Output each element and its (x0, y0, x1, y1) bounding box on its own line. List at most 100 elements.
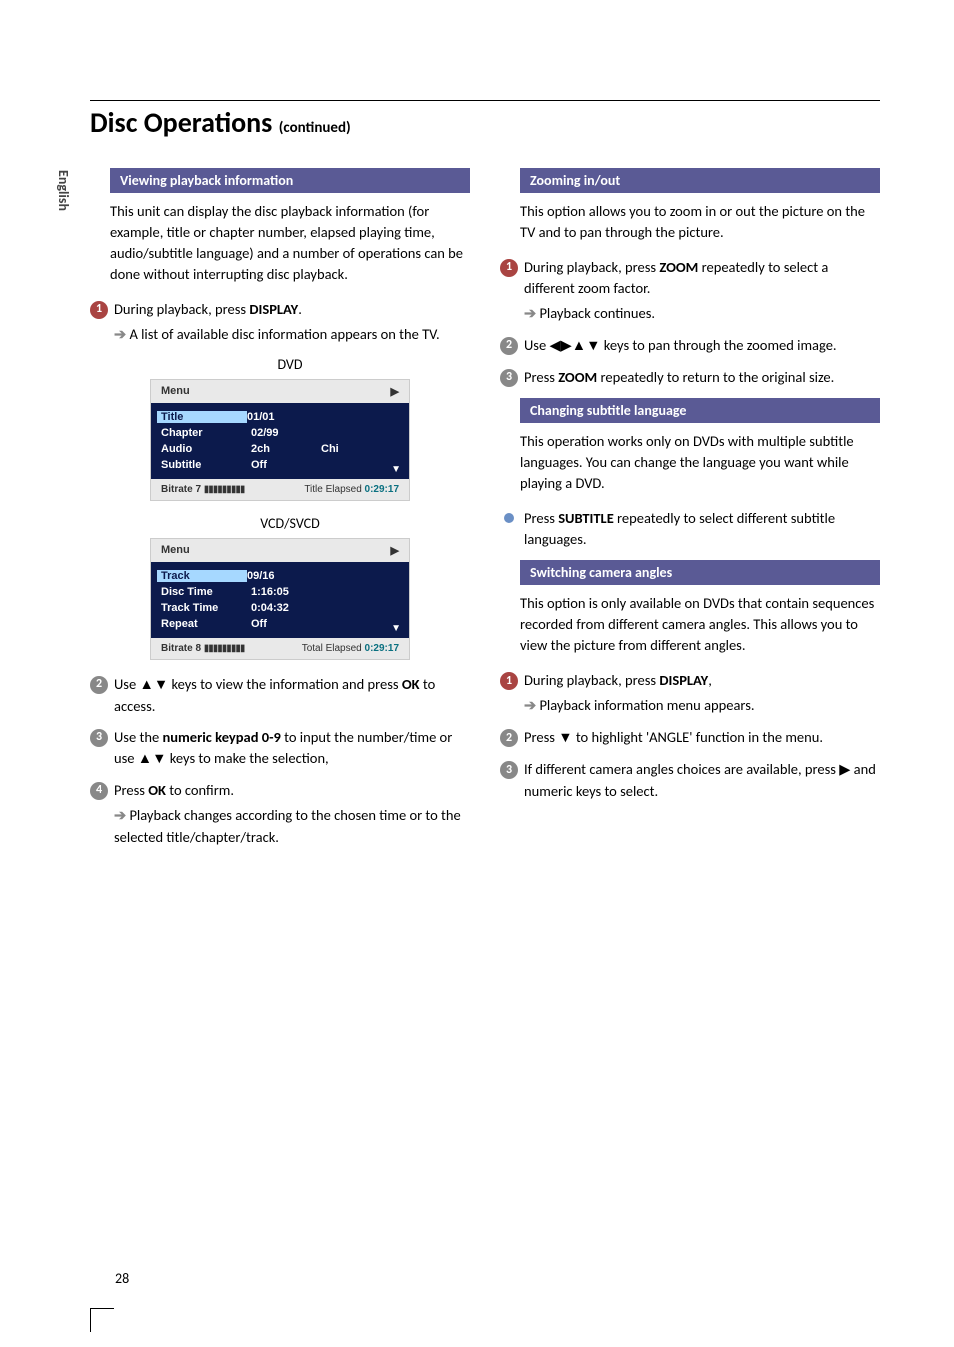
cam-s2-a: Press (524, 728, 558, 746)
step3-keys: ▲▼ (138, 751, 167, 767)
cam-s2-keys: ▼ (558, 730, 572, 746)
intro-text: This unit can display the disc playback … (110, 201, 470, 285)
osd-menu-label: Menu (161, 385, 190, 398)
step2-a: Use (114, 675, 139, 693)
osd-bitrate: Bitrate 7 ▮▮▮▮▮▮▮▮▮ (161, 484, 244, 495)
step1-text-tail: . (298, 300, 302, 318)
osd-row: Audio2chChi (161, 441, 399, 457)
step-1: 1 During playback, press DISPLAY. ➔ A li… (90, 299, 470, 346)
step3-a: Use the (114, 728, 162, 746)
step2-b: keys to view the information and press (168, 675, 402, 693)
osd-vcd: Menu▶Track09/16Disc Time1:16:05Track Tim… (150, 538, 410, 660)
osd-row: Track Time0:04:32 (161, 600, 399, 616)
zoom-s1-result: Playback continues. (539, 304, 655, 322)
osd-row: Title01/01 (161, 409, 399, 425)
step4-a: Press (114, 781, 148, 799)
osd-key: Repeat (161, 618, 251, 630)
right-column: Zooming in/out This option allows you to… (500, 160, 880, 858)
cam-s3-keys: ▶ (839, 762, 850, 778)
osd-elapsed: Title Elapsed 0:29:17 (304, 484, 399, 495)
sub-bul-key: SUBTITLE (558, 509, 614, 527)
osd-val: Off (251, 459, 321, 471)
osd-key: Chapter (161, 427, 251, 439)
osd-row: RepeatOff (161, 616, 399, 632)
vcd-label: VCD/SVCD (110, 515, 470, 532)
title-main: Disc Operations (90, 105, 272, 140)
zoom-s1-key: ZOOM (659, 258, 698, 276)
chevron-down-icon: ▼ (391, 623, 401, 634)
arrow-icon: ➔ (114, 327, 126, 343)
section-subtitle: Changing subtitle language (520, 398, 880, 423)
language-tab: English (55, 170, 72, 211)
zoom-s2-keys: ◀▶▲▼ (549, 338, 600, 354)
step-4: 4 Press OK to confirm. ➔ Playback change… (90, 780, 470, 848)
subtitle-intro: This operation works only on DVDs with m… (520, 431, 880, 494)
step-number-1: 1 (90, 301, 108, 319)
osd-val2: Chi (321, 443, 339, 455)
dvd-label: DVD (110, 356, 470, 373)
zoom-step-number-3: 3 (500, 369, 518, 387)
cam-step-3: 3 If different camera angles choices are… (500, 759, 880, 802)
play-icon: ▶ (391, 385, 399, 398)
cam-s2-b: to highlight 'ANGLE' function in the men… (573, 728, 823, 746)
osd-val: 01/01 (247, 411, 317, 423)
step-2: 2 Use ▲▼ keys to view the information an… (90, 674, 470, 717)
crop-mark-h (90, 1308, 114, 1309)
osd-menu-label: Menu (161, 544, 190, 557)
cam-step-number-1: 1 (500, 672, 518, 690)
title-suffix: (continued) (279, 119, 351, 137)
step-number-2: 2 (90, 676, 108, 694)
cam-step-number-3: 3 (500, 761, 518, 779)
zoom-s3-a: Press (524, 368, 558, 386)
chevron-down-icon: ▼ (391, 464, 401, 475)
zoom-s1-a: During playback, press (524, 258, 659, 276)
osd-val: Off (251, 618, 321, 630)
zoom-s3-c: repeatedly to return to the original siz… (597, 368, 834, 386)
osd-val: 1:16:05 (251, 586, 321, 598)
zoom-s3-key: ZOOM (558, 368, 597, 386)
osd-key: Track (157, 570, 247, 582)
arrow-icon: ➔ (524, 698, 536, 714)
section-viewing-playback: Viewing playback information (110, 168, 470, 193)
cam-s1-key: DISPLAY (659, 671, 708, 689)
step4-b: to confirm. (166, 781, 234, 799)
step-number-3: 3 (90, 729, 108, 747)
cam-step-2: 2 Press ▼ to highlight 'ANGLE' function … (500, 727, 880, 749)
cam-s1-a: During playback, press (524, 671, 659, 689)
cam-step-1: 1 During playback, press DISPLAY, ➔ Play… (500, 670, 880, 717)
crop-mark-v (90, 1308, 91, 1332)
osd-val: 09/16 (247, 570, 317, 582)
arrow-icon: ➔ (114, 808, 126, 824)
page-number: 28 (115, 1270, 129, 1287)
osd-key: Title (157, 411, 247, 423)
camera-intro: This option is only available on DVDs th… (520, 593, 880, 656)
zoom-step-1: 1 During playback, press ZOOM repeatedly… (500, 257, 880, 325)
osd-key: Subtitle (161, 459, 251, 471)
osd-elapsed: Total Elapsed 0:29:17 (302, 643, 399, 654)
zoom-intro: This option allows you to zoom in or out… (520, 201, 880, 243)
osd-val: 2ch (251, 443, 321, 455)
cam-s1-result: Playback information menu appears. (539, 696, 754, 714)
sub-bul-a: Press (524, 509, 558, 527)
osd-row: Disc Time1:16:05 (161, 584, 399, 600)
step-3: 3 Use the numeric keypad 0-9 to input th… (90, 727, 470, 770)
top-rule (90, 100, 880, 101)
osd-bitrate: Bitrate 8 ▮▮▮▮▮▮▮▮▮ (161, 643, 244, 654)
step1-key: DISPLAY (249, 300, 298, 318)
osd-row: SubtitleOff (161, 457, 399, 473)
osd-body: Track09/16Disc Time1:16:05Track Time0:04… (151, 562, 409, 638)
zoom-step-number-1: 1 (500, 259, 518, 277)
zoom-step-2: 2 Use ◀▶▲▼ keys to pan through the zoome… (500, 335, 880, 357)
osd-row: Chapter02/99 (161, 425, 399, 441)
subtitle-bullet: Press SUBTITLE repeatedly to select diff… (500, 508, 880, 550)
step2-keys: ▲▼ (139, 677, 168, 693)
osd-key: Disc Time (161, 586, 251, 598)
osd-header: Menu ▶ (151, 539, 409, 562)
osd-row: Track09/16 (161, 568, 399, 584)
step3-b: numeric keypad 0-9 (162, 728, 280, 746)
osd-val: 0:04:32 (251, 602, 321, 614)
play-icon: ▶ (391, 544, 399, 557)
osd-key: Audio (161, 443, 251, 455)
arrow-icon: ➔ (524, 306, 536, 322)
osd-footer: Bitrate 7 ▮▮▮▮▮▮▮▮▮ Title Elapsed 0:29:17 (151, 479, 409, 500)
